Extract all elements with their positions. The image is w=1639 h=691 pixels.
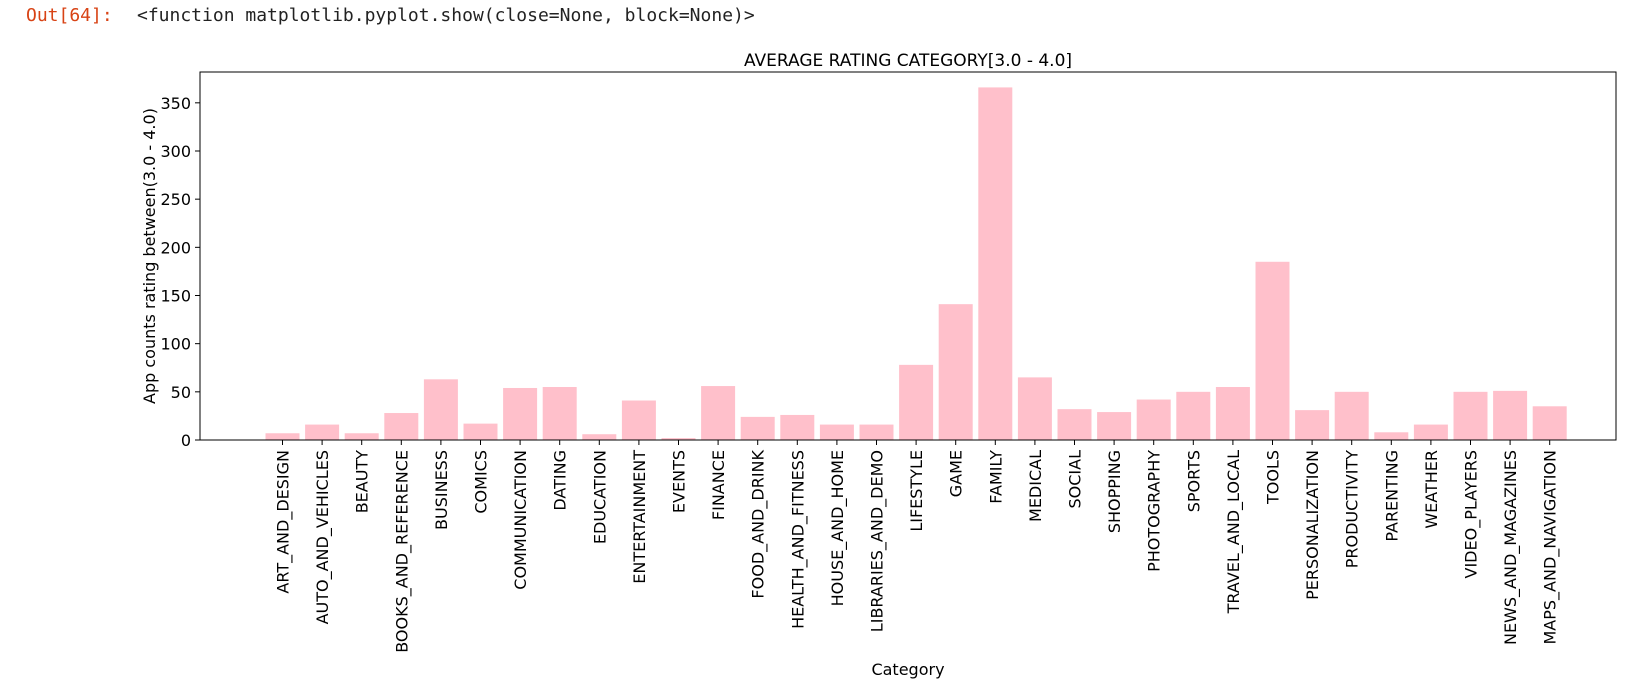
y-tick-label: 200 [160, 238, 191, 257]
x-axis-label: Category [871, 660, 944, 679]
output-prompt: Out[64]: [26, 5, 113, 26]
y-axis: 0 50 100 150 200 250 300 350 [160, 94, 200, 450]
chart-title: AVERAGE RATING CATEGORY[3.0 - 4.0] [744, 51, 1072, 71]
bar-libraries-and-demo [859, 424, 894, 440]
bar-video-players [1453, 391, 1488, 440]
output-row: Out[64]: <function matplotlib.pyplot.sho… [0, 0, 1639, 36]
bar-art-and-design [265, 433, 300, 440]
bar-communication [503, 387, 538, 440]
bars-group [265, 87, 1567, 441]
x-tick-label: ENTERTAINMENT [630, 450, 649, 584]
x-tick-label: FINANCE [709, 450, 728, 520]
x-tick-label: AUTO_AND_VEHICLES [313, 450, 333, 624]
bar-game [938, 304, 973, 440]
x-tick-label: EDUCATION [590, 450, 609, 544]
bar-finance [701, 386, 736, 440]
x-tick-label: HOUSE_AND_HOME [828, 450, 848, 606]
x-tick-label: MEDICAL [1026, 450, 1045, 522]
x-tick-label: FAMILY [986, 450, 1005, 504]
bar-medical [1017, 377, 1052, 440]
bar-business [423, 379, 458, 440]
bar-books-and-reference [384, 413, 419, 440]
bar-auto-and-vehicles [305, 424, 340, 440]
x-tick-label: EVENTS [670, 450, 689, 513]
x-tick-label: LIFESTYLE [907, 450, 926, 532]
x-tick-label: WEATHER [1422, 450, 1441, 529]
bar-photography [1136, 399, 1171, 440]
x-tick-label: NEWS_AND_MAGAZINES [1501, 450, 1521, 645]
x-tick-label: SOCIAL [1066, 450, 1085, 509]
x-tick-label: COMICS [472, 450, 491, 514]
y-tick-label: 100 [160, 335, 191, 354]
y-tick-label: 250 [160, 190, 191, 209]
y-tick-label: 350 [160, 94, 191, 113]
y-tick-label: 300 [160, 142, 191, 161]
bar-entertainment [621, 400, 656, 440]
bar-sports [1176, 391, 1211, 440]
y-tick-label: 0 [181, 431, 191, 450]
x-tick-label: DATING [551, 450, 570, 511]
x-tick-label: MAPS_AND_NAVIGATION [1541, 450, 1561, 645]
bar-food-and-drink [740, 416, 775, 440]
output-text: <function matplotlib.pyplot.show(close=N… [137, 5, 755, 26]
bar-education [582, 434, 617, 440]
y-axis-label: App counts rating between(3.0 - 4.0) [140, 108, 159, 404]
bar-shopping [1097, 412, 1132, 440]
bar-maps-and-navigation [1532, 406, 1567, 440]
bar-dating [542, 387, 577, 440]
x-axis: ART_AND_DESIGN AUTO_AND_VEHICLES BEAUTY BOO… [274, 440, 1561, 653]
x-tick-label: TRAVEL_AND_LOCAL [1224, 450, 1244, 614]
bar-social [1057, 409, 1092, 440]
bar-tools [1255, 261, 1290, 440]
x-tick-label: FOOD_AND_DRINK [749, 449, 769, 598]
x-tick-label: PHOTOGRAPHY [1145, 450, 1164, 572]
y-tick-label: 150 [160, 286, 191, 305]
x-tick-label: SPORTS [1184, 450, 1203, 512]
x-tick-label: COMMUNICATION [511, 450, 530, 590]
bar-lifestyle [899, 364, 934, 440]
bar-parenting [1374, 432, 1409, 440]
x-tick-label: TOOLS [1264, 450, 1283, 505]
x-tick-label: SHOPPING [1105, 450, 1124, 533]
x-tick-label: HEALTH_AND_FITNESS [788, 450, 808, 629]
bar-personalization [1295, 410, 1330, 440]
bar-family [978, 87, 1013, 441]
bar-health-and-fitness [780, 414, 815, 440]
x-tick-label: BEAUTY [353, 450, 372, 514]
x-tick-label: LIBRARIES_AND_DEMO [868, 450, 888, 632]
x-tick-label: PARENTING [1382, 450, 1401, 542]
bar-weather [1413, 424, 1448, 440]
x-tick-label: VIDEO_PLAYERS [1462, 450, 1482, 578]
bar-events [661, 438, 696, 440]
y-tick-label: 50 [171, 383, 191, 402]
x-tick-label: PRODUCTIVITY [1343, 450, 1362, 568]
bar-news-and-magazines [1493, 390, 1528, 440]
x-tick-label: BOOKS_AND_REFERENCE [392, 450, 412, 653]
plot-frame [199, 71, 1617, 441]
bar-comics [463, 423, 498, 440]
bar-beauty [344, 433, 379, 440]
bar-house-and-home [819, 424, 854, 440]
x-tick-label: ART_AND_DESIGN [274, 450, 294, 594]
x-tick-label: GAME [947, 450, 966, 497]
bar-productivity [1334, 391, 1369, 440]
bar-travel-and-local [1215, 387, 1250, 440]
x-tick-label: PERSONALIZATION [1303, 450, 1322, 600]
x-tick-label: BUSINESS [432, 450, 451, 530]
